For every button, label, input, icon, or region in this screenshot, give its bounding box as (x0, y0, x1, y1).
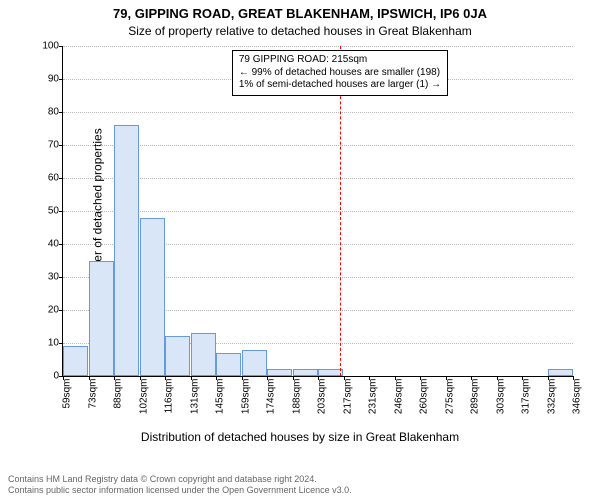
annotation-line: 1% of semi-detached houses are larger (1… (239, 79, 441, 92)
y-tick-label: 20 (33, 305, 59, 316)
x-tick-label: 73sqm (87, 379, 98, 409)
histogram-bar (114, 125, 139, 376)
y-tick-label: 30 (33, 272, 59, 283)
y-tick-mark (59, 178, 63, 179)
x-axis-label: Distribution of detached houses by size … (0, 430, 600, 444)
x-tick-label: 116sqm (164, 379, 175, 414)
gridline (63, 211, 573, 212)
x-tick-label: 317sqm (521, 379, 532, 415)
x-tick-label: 231sqm (368, 379, 379, 415)
histogram-bar (548, 369, 573, 376)
histogram-bar (191, 333, 216, 376)
chart-subtitle: Size of property relative to detached ho… (0, 24, 600, 38)
y-tick-label: 70 (33, 140, 59, 151)
x-tick-label: 260sqm (419, 379, 430, 415)
x-tick-label: 346sqm (572, 379, 583, 415)
marker-line (340, 46, 341, 376)
x-tick-label: 59sqm (62, 379, 73, 409)
histogram-bar (165, 336, 190, 376)
y-tick-label: 90 (33, 74, 59, 85)
x-tick-label: 145sqm (215, 379, 226, 415)
gridline (63, 112, 573, 113)
histogram-bar (267, 369, 292, 376)
x-tick-label: 203sqm (317, 379, 328, 415)
y-tick-mark (59, 145, 63, 146)
x-tick-label: 131sqm (189, 379, 200, 415)
annotation-line: ← 99% of detached houses are smaller (19… (239, 67, 441, 80)
x-tick-label: 289sqm (470, 379, 481, 415)
y-tick-label: 80 (33, 107, 59, 118)
histogram-bar (216, 353, 241, 376)
x-tick-label: 88sqm (113, 379, 124, 409)
x-tick-label: 303sqm (495, 379, 506, 415)
y-tick-label: 40 (33, 239, 59, 250)
x-tick-label: 102sqm (138, 379, 149, 415)
address-title: 79, GIPPING ROAD, GREAT BLAKENHAM, IPSWI… (0, 6, 600, 21)
x-tick-label: 188sqm (291, 379, 302, 415)
footer-line-1: Contains HM Land Registry data © Crown c… (8, 474, 352, 485)
x-tick-label: 332sqm (546, 379, 557, 415)
histogram-bar (89, 261, 114, 377)
y-tick-mark (59, 244, 63, 245)
histogram-bar (293, 369, 318, 376)
x-tick-label: 246sqm (393, 379, 404, 415)
annotation-box: 79 GIPPING ROAD: 215sqm← 99% of detached… (232, 50, 448, 96)
y-tick-label: 10 (33, 338, 59, 349)
annotation-line: 79 GIPPING ROAD: 215sqm (239, 54, 441, 67)
footer-line-2: Contains public sector information licen… (8, 485, 352, 496)
y-tick-mark (59, 211, 63, 212)
y-tick-label: 50 (33, 206, 59, 217)
plot-area: Number of detached properties 0102030405… (62, 46, 573, 377)
chart-container: 79, GIPPING ROAD, GREAT BLAKENHAM, IPSWI… (0, 0, 600, 500)
histogram-bar (63, 346, 88, 376)
y-tick-mark (59, 343, 63, 344)
x-tick-label: 217sqm (342, 379, 353, 415)
footer-attribution: Contains HM Land Registry data © Crown c… (8, 474, 352, 497)
y-tick-mark (59, 112, 63, 113)
gridline (63, 145, 573, 146)
x-tick-label: 159sqm (240, 379, 251, 415)
y-tick-mark (59, 277, 63, 278)
x-tick-label: 275sqm (444, 379, 455, 415)
x-tick-label: 174sqm (266, 379, 277, 415)
histogram-bar (140, 218, 165, 376)
gridline (63, 46, 573, 47)
histogram-bar (242, 350, 267, 376)
gridline (63, 178, 573, 179)
y-tick-mark (59, 46, 63, 47)
y-tick-label: 0 (33, 371, 59, 382)
y-tick-label: 100 (33, 41, 59, 52)
y-tick-label: 60 (33, 173, 59, 184)
y-tick-mark (59, 310, 63, 311)
y-tick-mark (59, 79, 63, 80)
